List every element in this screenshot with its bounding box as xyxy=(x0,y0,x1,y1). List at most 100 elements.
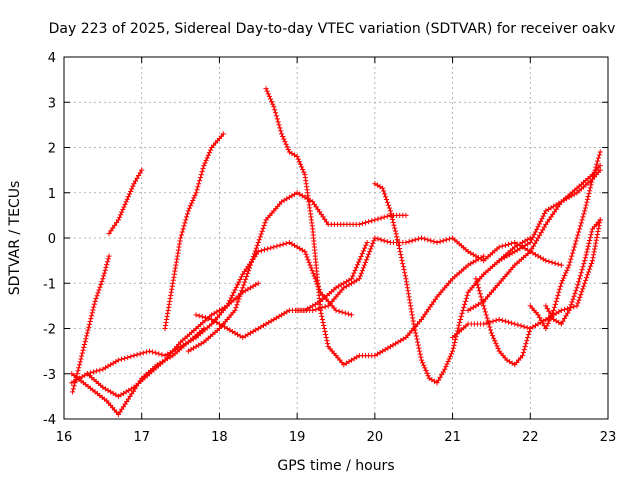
x-tick-label: 23 xyxy=(600,430,617,445)
data-point xyxy=(496,244,502,250)
data-point xyxy=(584,249,590,255)
data-point xyxy=(265,246,271,252)
data-point xyxy=(402,273,408,279)
data-point xyxy=(593,164,599,170)
data-point xyxy=(575,282,581,288)
data-point xyxy=(581,261,587,267)
data-point xyxy=(529,246,535,252)
data-point xyxy=(274,243,280,249)
data-point xyxy=(104,259,111,265)
data-point xyxy=(389,214,395,220)
data-point xyxy=(487,324,493,330)
data-point xyxy=(89,310,95,316)
data-point xyxy=(186,205,193,211)
data-point xyxy=(296,159,302,165)
data-point xyxy=(370,240,376,247)
data-point xyxy=(408,306,414,312)
data-point xyxy=(570,296,576,302)
data-point xyxy=(524,337,530,344)
data-point xyxy=(525,331,532,338)
data-point xyxy=(197,175,204,181)
data-point xyxy=(555,261,561,267)
data-point xyxy=(87,318,93,325)
data-point xyxy=(91,304,97,310)
data-point xyxy=(153,350,159,356)
data-point xyxy=(366,219,372,225)
data-point xyxy=(588,232,594,238)
data-point xyxy=(535,312,541,318)
data-point xyxy=(178,232,185,238)
data-point xyxy=(166,301,172,307)
y-tick-label: 3 xyxy=(48,96,56,111)
data-point xyxy=(482,309,488,315)
data-point xyxy=(98,281,104,287)
data-point xyxy=(463,295,469,301)
data-point xyxy=(203,157,209,164)
data-point xyxy=(520,350,526,356)
data-point xyxy=(195,184,201,190)
data-point xyxy=(196,178,203,184)
y-tick-label: -3 xyxy=(43,368,56,383)
data-point xyxy=(394,234,400,240)
data-point xyxy=(255,280,261,286)
data-point xyxy=(256,237,262,243)
data-point xyxy=(354,262,361,268)
data-point xyxy=(362,245,368,251)
data-point xyxy=(491,335,497,341)
data-point xyxy=(541,224,547,230)
data-point xyxy=(180,226,186,232)
data-point xyxy=(369,243,375,249)
data-point xyxy=(408,303,414,309)
data-point xyxy=(310,270,316,276)
data-point xyxy=(462,301,468,307)
data-point xyxy=(193,190,199,196)
data-point xyxy=(264,88,270,94)
x-tick-label: 17 xyxy=(133,430,150,445)
data-point xyxy=(592,246,598,252)
data-point xyxy=(375,216,381,222)
data-point xyxy=(95,290,101,296)
data-point xyxy=(176,241,183,247)
data-point xyxy=(415,339,421,345)
data-point xyxy=(87,370,94,376)
data-point xyxy=(567,304,573,311)
data-point xyxy=(582,208,588,214)
data-point xyxy=(232,307,238,313)
data-point xyxy=(311,273,317,279)
data-point xyxy=(372,217,378,223)
data-point xyxy=(128,353,134,360)
data-point xyxy=(477,291,483,297)
data-point xyxy=(540,227,546,233)
data-point xyxy=(283,240,289,247)
data-point xyxy=(417,351,423,357)
data-point xyxy=(461,304,467,310)
data-point xyxy=(557,283,564,289)
data-point xyxy=(412,237,418,243)
data-point xyxy=(172,265,178,271)
data-point xyxy=(597,217,603,223)
data-point xyxy=(452,337,458,343)
data-point xyxy=(555,292,561,298)
data-point xyxy=(300,166,306,173)
data-point xyxy=(551,304,558,310)
data-point xyxy=(399,258,405,264)
data-point xyxy=(200,166,206,172)
data-point xyxy=(321,322,327,329)
data-point xyxy=(394,237,401,243)
series-track-5 xyxy=(84,280,261,399)
data-point xyxy=(297,161,304,167)
data-point xyxy=(581,283,587,289)
data-point xyxy=(350,273,356,279)
data-point xyxy=(204,155,210,161)
x-tick-label: 19 xyxy=(289,430,306,445)
data-point xyxy=(595,226,602,232)
data-point xyxy=(240,285,246,291)
data-point xyxy=(528,237,535,243)
data-point xyxy=(561,315,568,322)
data-point xyxy=(543,303,549,309)
data-point xyxy=(443,364,449,370)
data-point xyxy=(419,360,426,366)
data-point xyxy=(92,298,98,304)
data-point xyxy=(421,236,428,242)
data-point xyxy=(411,321,417,327)
